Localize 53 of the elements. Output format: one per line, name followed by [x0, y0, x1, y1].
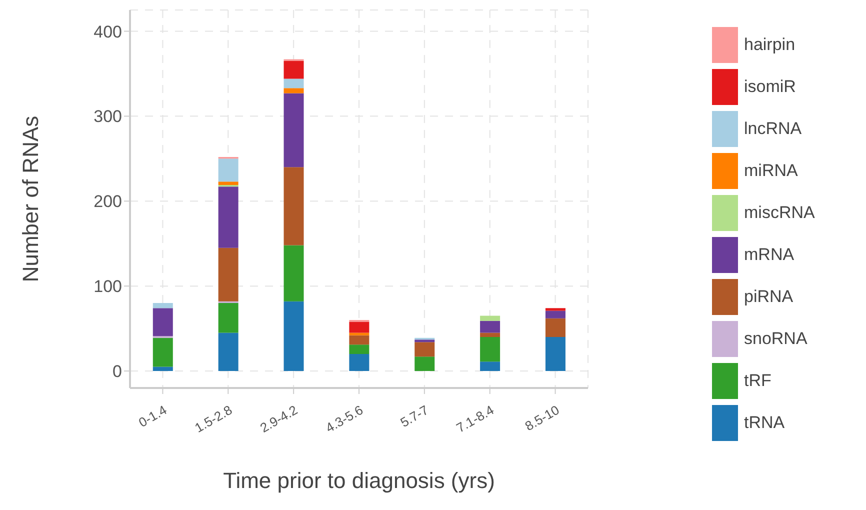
bar	[349, 332, 370, 336]
bar	[152, 338, 173, 367]
legend-label: tRNA	[744, 413, 785, 433]
y-tick-label: 200	[94, 192, 122, 212]
bar	[284, 93, 304, 168]
bar	[480, 320, 500, 333]
bar	[284, 245, 304, 302]
x-tick-label: 0-1.4	[136, 402, 170, 430]
bar	[218, 158, 238, 182]
legend-label: miRNA	[744, 161, 798, 181]
legend-label: snoRNA	[744, 329, 808, 349]
bar	[480, 337, 500, 362]
legend-label: mRNA	[744, 245, 794, 265]
legend-label: isomiR	[744, 77, 796, 97]
bar	[414, 342, 435, 357]
bar	[284, 88, 304, 94]
bar	[284, 167, 304, 246]
x-axis-title: Time prior to diagnosis (yrs)	[223, 468, 495, 493]
bar	[152, 303, 173, 308]
bar	[218, 182, 238, 185]
bar	[414, 340, 435, 342]
bar	[414, 356, 435, 372]
bar	[349, 322, 370, 333]
bar	[480, 316, 500, 321]
y-tick-label: 400	[94, 22, 122, 42]
bar	[152, 366, 173, 372]
bar	[218, 332, 238, 372]
bar	[284, 60, 304, 79]
y-tick-label: 0	[112, 362, 122, 382]
bar	[349, 344, 370, 354]
bar	[152, 308, 173, 336]
bar	[545, 337, 566, 372]
bar	[545, 318, 566, 338]
y-axis-title: Number of RNAs	[18, 116, 43, 282]
legend-label: miscRNA	[744, 203, 815, 223]
bar	[480, 332, 500, 338]
bar	[284, 301, 304, 372]
bar	[545, 308, 566, 311]
bar	[218, 186, 238, 248]
bar	[349, 354, 370, 372]
bar	[218, 248, 238, 302]
bar	[284, 78, 304, 88]
legend-label: piRNA	[744, 287, 794, 307]
bar	[545, 310, 566, 318]
y-tick-label: 300	[94, 107, 122, 126]
bar	[349, 335, 370, 345]
legend-label: tRF	[744, 371, 772, 391]
legend-label: lncRNA	[744, 119, 802, 139]
y-tick-label: 100	[94, 277, 122, 296]
legend-label: hairpin	[744, 35, 796, 55]
bar	[218, 303, 238, 333]
bar	[480, 362, 500, 372]
x-tick-label: 5.7-7	[398, 402, 431, 430]
